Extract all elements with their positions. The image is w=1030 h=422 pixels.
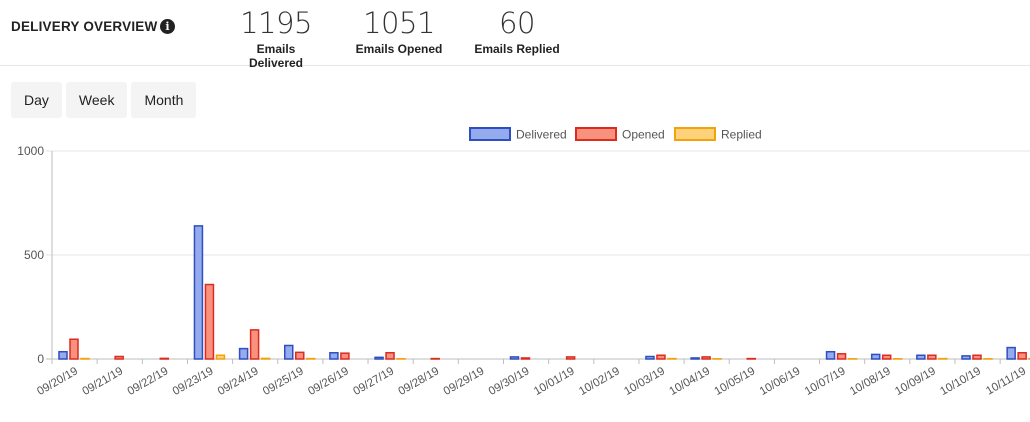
month-button[interactable]: Month xyxy=(131,82,197,118)
stat-replied-value: 60 xyxy=(499,6,535,40)
bar-delivered xyxy=(690,357,700,360)
info-icon[interactable]: i xyxy=(160,19,175,34)
x-tick-label: 09/29/19 xyxy=(442,365,487,398)
stat-delivered: 1195 Emails Delivered xyxy=(228,6,324,70)
bar-opened xyxy=(520,357,531,360)
bar-opened xyxy=(836,353,847,360)
bar-delivered xyxy=(374,356,384,360)
page-title: DELIVERY OVERVIEW xyxy=(11,19,158,34)
stat-opened-label: Emails Opened xyxy=(355,42,443,56)
y-tick-label: 500 xyxy=(24,248,44,262)
legend-swatch xyxy=(469,127,511,141)
bar-replied xyxy=(260,357,271,360)
legend-label: Replied xyxy=(721,128,762,142)
bar-delivered xyxy=(961,355,971,360)
stat-opened: 1051 Emails Opened xyxy=(353,6,445,56)
bar-delivered xyxy=(1006,346,1016,360)
x-tick-label: 10/06/19 xyxy=(758,365,803,398)
bar-delivered xyxy=(58,350,68,360)
x-tick-label: 10/10/19 xyxy=(938,365,983,398)
bar-opened xyxy=(295,351,305,360)
y-tick-label: 1000 xyxy=(17,144,44,158)
bar-delivered xyxy=(509,356,520,360)
stat-opened-value: 1051 xyxy=(363,6,435,40)
bar-opened xyxy=(249,329,260,360)
y-tick-label: 0 xyxy=(37,352,44,366)
x-tick-label: 09/26/19 xyxy=(306,365,351,398)
bar-opened xyxy=(656,354,666,360)
x-tick-label: 09/24/19 xyxy=(216,365,261,398)
x-tick-label: 10/08/19 xyxy=(848,365,893,398)
x-tick-label: 10/01/19 xyxy=(532,365,577,398)
x-tick-label: 10/07/19 xyxy=(803,365,848,398)
bar-delivered xyxy=(193,225,204,360)
x-tick-label: 10/03/19 xyxy=(622,365,667,398)
x-tick-label: 10/09/19 xyxy=(893,365,938,398)
bar-opened xyxy=(927,354,937,360)
bar-delivered xyxy=(870,353,881,360)
bar-delivered xyxy=(645,355,655,360)
bar-delivered xyxy=(916,354,926,360)
legend-label: Opened xyxy=(622,128,665,142)
bar-opened xyxy=(69,338,79,360)
x-tick-label: 10/04/19 xyxy=(667,365,712,398)
legend-label: Delivered xyxy=(516,128,567,142)
stat-delivered-label: Emails Delivered xyxy=(248,42,304,70)
stat-replied-label: Emails Replied xyxy=(474,42,560,56)
x-tick-label: 10/11/19 xyxy=(984,365,1028,397)
day-button[interactable]: Day xyxy=(11,82,62,118)
x-tick-label: 09/27/19 xyxy=(351,365,396,398)
bar-opened xyxy=(114,355,124,360)
week-button[interactable]: Week xyxy=(65,82,128,118)
stat-delivered-value: 1195 xyxy=(240,6,312,40)
x-tick-label: 09/30/19 xyxy=(487,365,532,398)
stat-replied: 60 Emails Replied xyxy=(473,6,561,56)
bar-opened xyxy=(204,283,215,360)
x-tick-label: 09/25/19 xyxy=(261,365,306,398)
bar-opened xyxy=(565,356,576,360)
x-tick-label: 09/21/19 xyxy=(80,365,125,398)
x-tick-label: 09/22/19 xyxy=(126,365,171,398)
legend-swatch xyxy=(575,127,617,141)
x-tick-label: 09/23/19 xyxy=(171,365,216,398)
bar-delivered xyxy=(284,344,294,360)
bar-opened xyxy=(972,354,982,360)
bar-opened xyxy=(340,352,350,360)
x-tick-label: 09/20/19 xyxy=(35,365,80,398)
x-tick-label: 09/28/19 xyxy=(397,365,442,398)
bar-opened xyxy=(1017,352,1027,360)
x-tick-label: 10/05/19 xyxy=(713,365,758,398)
bar-delivered xyxy=(825,350,836,360)
legend-swatch xyxy=(674,127,716,141)
bar-opened xyxy=(159,357,170,360)
bar-replied xyxy=(215,354,226,360)
range-button-group: Day Week Month xyxy=(11,82,197,118)
header: DELIVERY OVERVIEW i 1195 Emails Delivere… xyxy=(0,0,1030,70)
bar-delivered xyxy=(329,352,339,360)
bar-opened xyxy=(701,356,711,360)
bar-opened xyxy=(385,352,395,360)
bar-delivered xyxy=(238,347,249,360)
x-tick-label: 10/02/19 xyxy=(577,365,622,398)
bar-opened xyxy=(881,354,892,360)
